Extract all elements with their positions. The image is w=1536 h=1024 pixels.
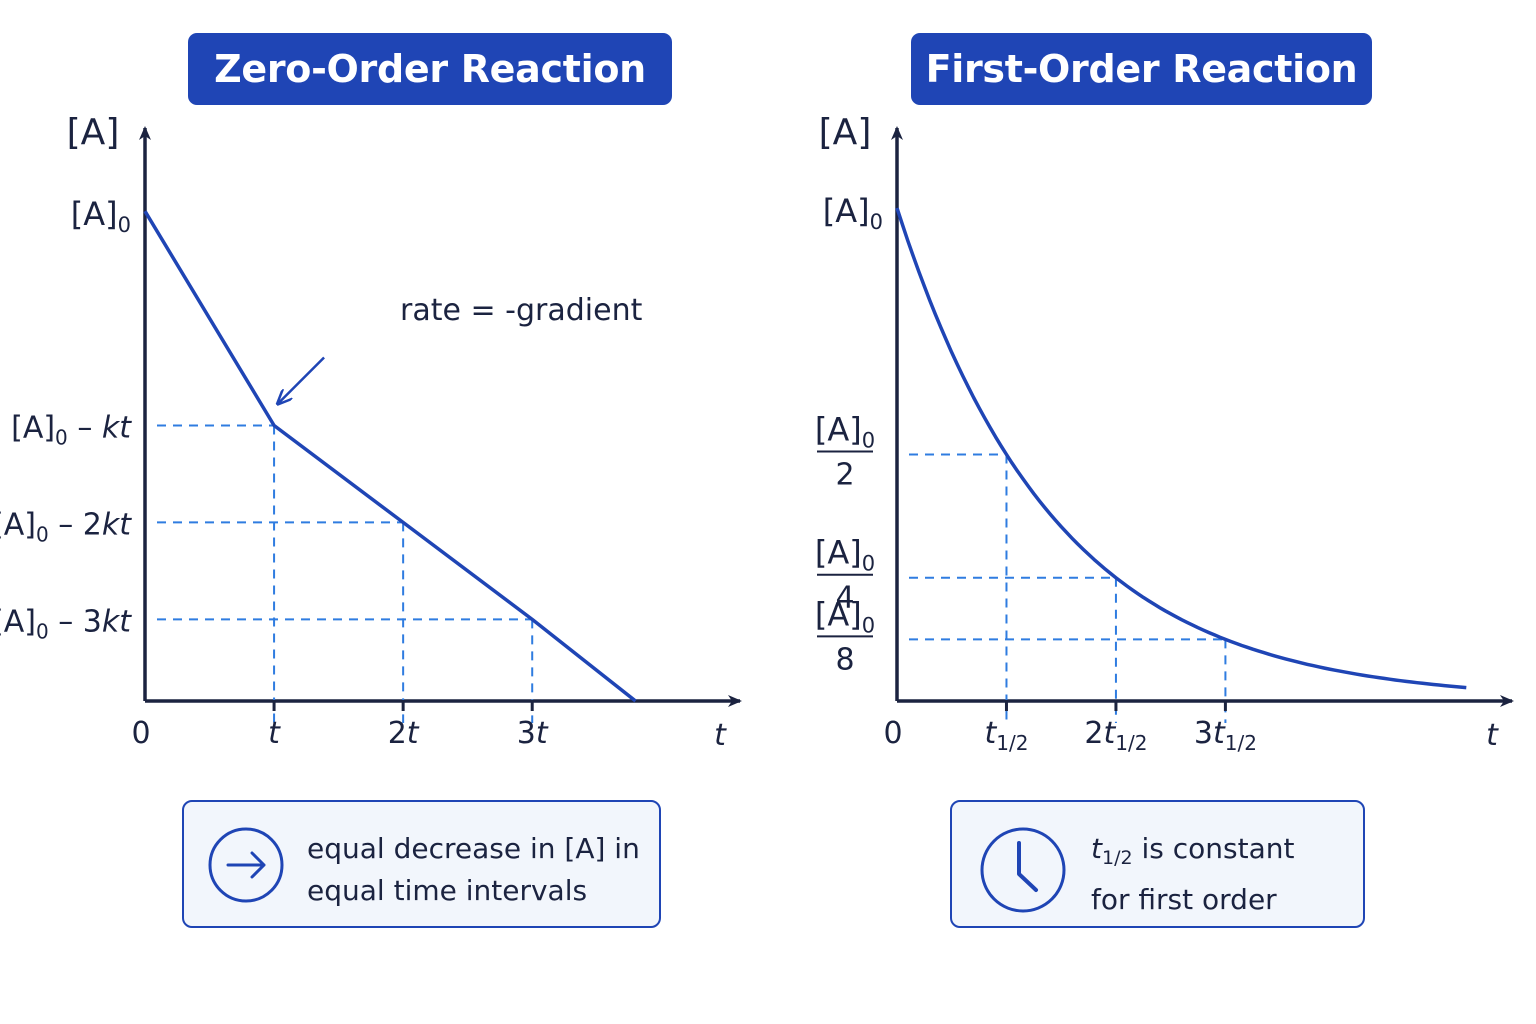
origin-label: 0 (883, 716, 902, 751)
first-note-line1: t1/2 is constant (1091, 828, 1294, 879)
label-part: 1/2 (996, 731, 1028, 755)
zero-note-line2: equal time intervals (307, 874, 588, 907)
x-tick-label: 3t (517, 716, 549, 751)
x-tick-label: 3t1/2 (1194, 716, 1257, 755)
label-part: t (1213, 716, 1226, 751)
label-part: t (268, 716, 281, 751)
zero-note-line1: equal decrease in [A] in (307, 832, 640, 865)
first-note-line1-rest: is constant (1132, 832, 1295, 865)
half-life-subscript: 1/2 (1101, 847, 1133, 869)
origin-label: 0 (131, 716, 150, 751)
label-part: 1/2 (1225, 731, 1257, 755)
x-tick-label: 2t (388, 716, 420, 751)
label-part: [A] (0, 604, 36, 639)
label-part: [A] (815, 410, 862, 448)
first-order-title: First-Order Reaction (911, 33, 1372, 105)
x-tick-label: t (268, 716, 281, 751)
label-part: [A] (71, 195, 118, 233)
label-part: – (68, 411, 102, 446)
x-tick-label: 2t1/2 (1084, 716, 1147, 755)
label-part: 1/2 (1115, 731, 1147, 755)
zero-order-note: equal decrease in [A] in equal time inte… (182, 800, 661, 928)
label-part: t (407, 716, 420, 751)
label-part: 0 (36, 619, 49, 643)
first-note-line2: for first order (1091, 883, 1277, 916)
annotation-label: rate = -gradient (400, 293, 643, 328)
zero-order-title: Zero-Order Reaction (188, 33, 672, 105)
label-part: [A] (11, 411, 55, 446)
label-part: 2 (83, 507, 102, 542)
y-tick-label-denominator: 4 (835, 581, 854, 616)
label-part: – (49, 507, 83, 542)
x-axis-title: t (714, 718, 727, 753)
first-order-note-text: t1/2 is constant for first order (1091, 828, 1294, 921)
zero-order-note-text: equal decrease in [A] in equal time inte… (307, 828, 640, 912)
label-part: t (536, 716, 549, 751)
label-part: 2 (1084, 716, 1103, 751)
y-start-label: [A]0 (823, 192, 883, 234)
label-part: 3 (1194, 716, 1213, 751)
y-axis-title: [A] (67, 112, 120, 153)
label-part: 3 (517, 716, 536, 751)
label-part: [A] (0, 507, 36, 542)
y-tick-label-numerator: [A]0 (815, 595, 875, 637)
y-start-label: [A]0 (71, 195, 131, 237)
half-life-symbol: t (1091, 832, 1102, 865)
clock-icon (980, 827, 1066, 913)
guide-lines (909, 453, 1227, 723)
series-line (895, 207, 1467, 690)
y-tick-label-denominator: 2 (835, 457, 854, 492)
label-part: 0 (118, 213, 131, 237)
y-axis-title: [A] (819, 112, 872, 153)
label-part: [A] (823, 192, 870, 230)
label-part: 0 (870, 210, 883, 234)
y-tick-label: [A]0 – kt (11, 411, 132, 450)
label-part: [A] (815, 595, 862, 633)
y-tick-label-numerator: [A]0 (815, 410, 875, 452)
label-part: 2 (388, 716, 407, 751)
first-order-note: t1/2 is constant for first order (950, 800, 1365, 928)
label-part: t (1104, 716, 1117, 751)
label-part: 0 (862, 428, 875, 452)
guide-lines (157, 424, 534, 723)
y-tick-label: [A]0 – 3kt (0, 604, 132, 643)
first-order-chart: [A]t0[A]0t1/2 2t1/2 3t1/2[A]02[A]04[A]08 (815, 112, 1514, 755)
x-tick-label: t1/2 (984, 716, 1028, 755)
label-part: kt (102, 507, 132, 542)
y-tick-label-denominator: 8 (835, 642, 854, 677)
annotation-arrow (278, 356, 325, 404)
label-part: 0 (55, 426, 68, 450)
x-axis-title: t (1486, 718, 1499, 753)
series-line (143, 210, 637, 703)
label-part: 3 (83, 604, 102, 639)
y-tick-label-numerator: [A]0 (815, 534, 875, 576)
label-part: kt (102, 604, 132, 639)
label-part: 0 (862, 613, 875, 637)
label-part: 0 (36, 522, 49, 546)
label-part: [A] (815, 534, 862, 572)
arrow-right-circle-icon (208, 827, 284, 903)
label-part: – (49, 604, 83, 639)
y-tick-label: [A]0 – 2kt (0, 507, 132, 546)
label-part: 0 (862, 552, 875, 576)
label-part: kt (102, 411, 132, 446)
label-part: t (984, 716, 997, 751)
